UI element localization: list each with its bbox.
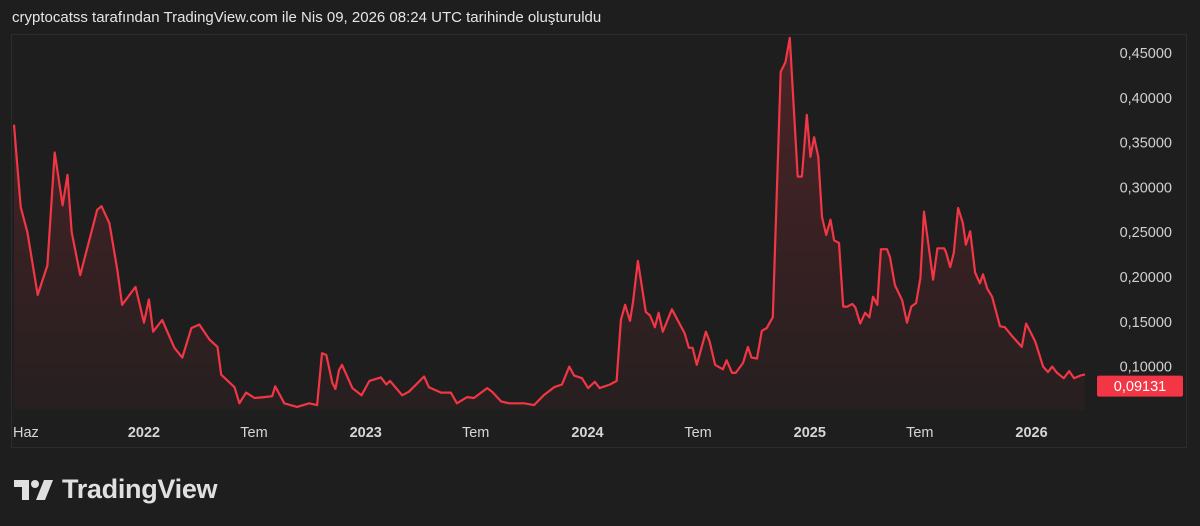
x-tick-label: 2025 (794, 425, 826, 441)
y-tick-label: 0,30000 (1120, 180, 1172, 196)
x-tick-label: Haz (13, 425, 39, 441)
tradingview-logo-text: TradingView (62, 474, 218, 504)
last-price-label: 0,09131 (1097, 375, 1183, 397)
time-axis[interactable]: Haz 2022 Tem 2023 Tem 2024 Tem 2025 Tem 2026 (13, 425, 1048, 441)
last-price-text: 0,09131 (1114, 379, 1166, 395)
price-axis[interactable]: 0,45000 0,40000 0,35000 0,30000 0,25000 0,200… (1120, 46, 1172, 376)
price-line (12, 36, 1086, 408)
y-tick-label: 0,15000 (1120, 315, 1172, 331)
y-tick-label: 0,25000 (1120, 225, 1172, 241)
price-area-fill (14, 37, 1085, 411)
y-tick-label: 0,45000 (1120, 46, 1172, 62)
x-tick-label: 2024 (571, 425, 603, 441)
x-tick-label: 2023 (350, 425, 382, 441)
x-tick-label: Tem (462, 425, 489, 441)
x-tick-label: Tem (240, 425, 267, 441)
tradingview-logo-icon (14, 479, 53, 500)
y-tick-label: 0,20000 (1120, 270, 1172, 286)
y-tick-label: 0,35000 (1120, 136, 1172, 152)
y-tick-label: 0,40000 (1120, 91, 1172, 107)
x-tick-label: Tem (906, 425, 933, 441)
y-tick-label: 0,10000 (1120, 360, 1172, 376)
chart-frame (11, 34, 1187, 448)
chart-attribution-title: cryptocatss tarafından TradingView.com i… (12, 9, 602, 26)
last-price-badge (1097, 375, 1183, 397)
x-tick-label: 2022 (128, 425, 160, 441)
tradingview-logo[interactable]: TradingView (14, 474, 218, 505)
x-tick-label: 2026 (1015, 425, 1047, 441)
x-tick-label: Tem (684, 425, 711, 441)
